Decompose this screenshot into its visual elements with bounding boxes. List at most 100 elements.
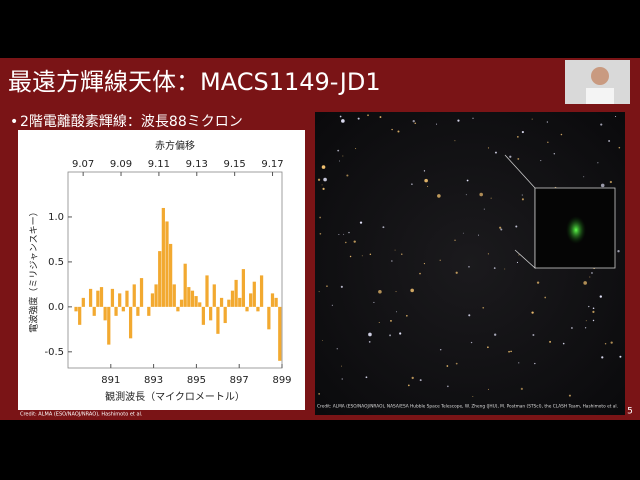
star	[547, 141, 549, 143]
star	[317, 178, 321, 181]
star	[423, 170, 426, 172]
star	[389, 334, 391, 337]
x-tick-label: 899	[272, 375, 291, 386]
star	[345, 241, 347, 244]
star	[562, 342, 565, 345]
star	[346, 174, 349, 177]
star	[494, 151, 497, 154]
bar	[172, 284, 176, 307]
star	[319, 232, 322, 235]
star	[515, 225, 518, 228]
bar	[154, 284, 158, 307]
star	[437, 194, 441, 198]
star	[472, 396, 474, 397]
bar	[278, 306, 282, 361]
star	[487, 253, 489, 255]
bar	[118, 293, 122, 307]
bar	[125, 290, 129, 307]
bar	[88, 288, 93, 307]
star	[619, 355, 622, 358]
star	[378, 289, 382, 294]
x2-tick-label: 9.17	[261, 159, 283, 170]
star	[399, 332, 402, 335]
star	[424, 178, 428, 183]
star	[341, 378, 343, 380]
star	[483, 208, 485, 210]
star	[521, 194, 523, 196]
star	[583, 281, 587, 285]
star	[518, 254, 520, 256]
star	[493, 333, 497, 336]
bar	[190, 290, 195, 307]
star	[331, 304, 333, 306]
bar	[92, 306, 96, 316]
star	[423, 263, 425, 265]
star	[540, 160, 542, 162]
star	[609, 180, 613, 184]
slide-title: 最遠方輝線天体：MACS1149-JD1	[8, 68, 381, 96]
star	[455, 362, 458, 365]
star	[369, 253, 372, 256]
star	[466, 179, 469, 182]
bar	[270, 293, 275, 307]
star	[478, 234, 480, 236]
star	[499, 226, 502, 229]
star	[338, 233, 340, 235]
star	[600, 123, 603, 126]
star	[479, 192, 483, 197]
star	[411, 376, 414, 380]
bar	[107, 306, 111, 345]
star	[446, 365, 449, 367]
bar	[121, 306, 125, 312]
webcam-body	[586, 88, 614, 104]
bar	[201, 306, 205, 325]
star	[544, 296, 547, 299]
star	[349, 255, 352, 258]
bar	[169, 243, 173, 307]
x2-tick-label: 9.07	[72, 159, 94, 170]
star	[520, 387, 523, 390]
star	[615, 115, 617, 117]
star	[618, 146, 621, 149]
star	[617, 250, 620, 253]
bar	[78, 306, 82, 325]
star	[465, 194, 467, 196]
bar	[183, 263, 187, 307]
star	[355, 147, 357, 150]
star	[436, 123, 438, 125]
bar	[245, 306, 249, 312]
star	[414, 122, 417, 125]
star	[378, 322, 380, 323]
star	[342, 155, 344, 157]
bar	[132, 284, 136, 307]
bar	[150, 293, 155, 307]
bullet-mark: •	[10, 114, 18, 130]
star	[490, 197, 492, 199]
star	[419, 272, 421, 275]
star	[401, 253, 403, 255]
bar	[212, 284, 216, 307]
star	[601, 356, 604, 359]
star	[521, 130, 524, 134]
bar	[99, 287, 104, 307]
star	[457, 119, 460, 122]
bar	[274, 297, 278, 307]
star	[339, 115, 342, 118]
star	[510, 350, 512, 353]
star	[379, 116, 382, 118]
star	[516, 261, 519, 263]
y-tick-label: 0.0	[48, 302, 64, 313]
bar	[187, 287, 191, 307]
bar	[74, 306, 78, 312]
star	[585, 320, 587, 322]
bar	[194, 296, 198, 307]
star	[610, 341, 613, 344]
star	[390, 319, 392, 322]
star	[391, 260, 393, 262]
star	[454, 239, 456, 241]
bar	[241, 269, 246, 307]
bar	[223, 306, 227, 324]
star	[608, 139, 611, 142]
star	[553, 153, 556, 155]
star	[318, 291, 320, 293]
